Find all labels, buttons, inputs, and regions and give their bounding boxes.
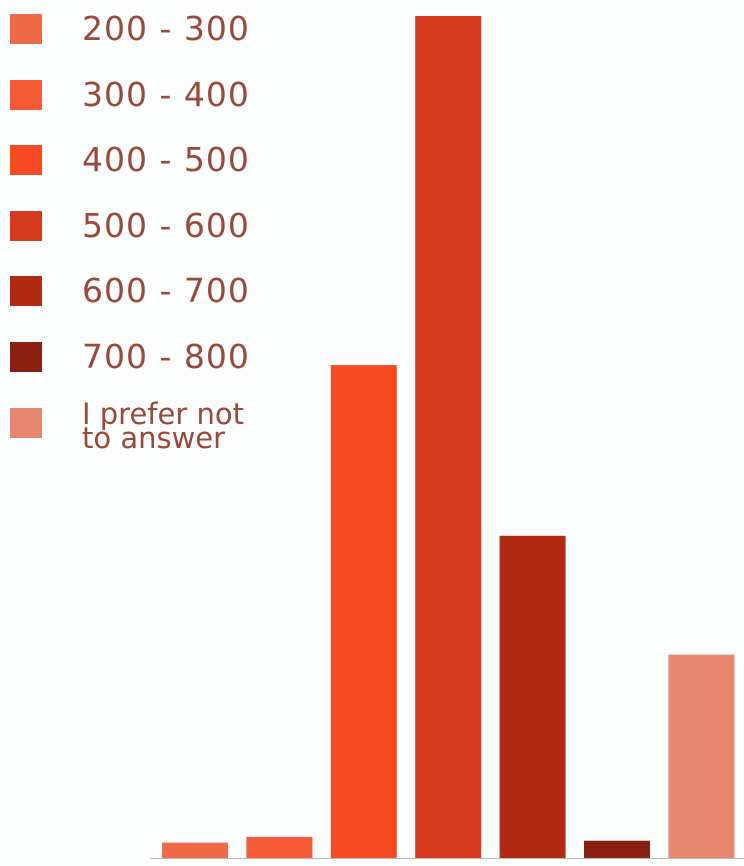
legend-swatch <box>10 80 42 110</box>
legend-swatch <box>10 276 42 306</box>
legend-item: 300 - 400 <box>10 80 272 110</box>
legend-label: 300 - 400 <box>82 80 272 110</box>
legend-label: 400 - 500 <box>82 145 272 175</box>
legend-item: I prefer not to answer <box>10 408 257 450</box>
legend-item: 500 - 600 <box>10 211 272 241</box>
legend-item: 200 - 300 <box>10 14 272 44</box>
legend-swatch <box>10 342 42 372</box>
legend-swatch <box>10 211 42 241</box>
legend-label: I prefer not to answer <box>82 402 257 450</box>
legend-swatch <box>10 145 42 175</box>
chart: 200 - 300 300 - 400 400 - 500 500 - 600 600 … <box>0 0 744 866</box>
legend-label: 200 - 300 <box>82 14 272 44</box>
bar <box>415 16 481 858</box>
bar <box>246 837 312 858</box>
bar <box>500 536 566 858</box>
legend-label: 600 - 700 <box>82 276 272 306</box>
bar <box>331 365 397 858</box>
legend-item: 700 - 800 <box>10 342 272 372</box>
legend-label: 700 - 800 <box>82 342 272 372</box>
bar <box>584 841 650 858</box>
legend-item: 600 - 700 <box>10 276 272 306</box>
bar <box>668 655 734 858</box>
legend-swatch <box>10 408 42 438</box>
legend-item: 400 - 500 <box>10 145 272 175</box>
bar <box>162 843 228 858</box>
legend-swatch <box>10 14 42 44</box>
legend-label: 500 - 600 <box>82 211 272 241</box>
